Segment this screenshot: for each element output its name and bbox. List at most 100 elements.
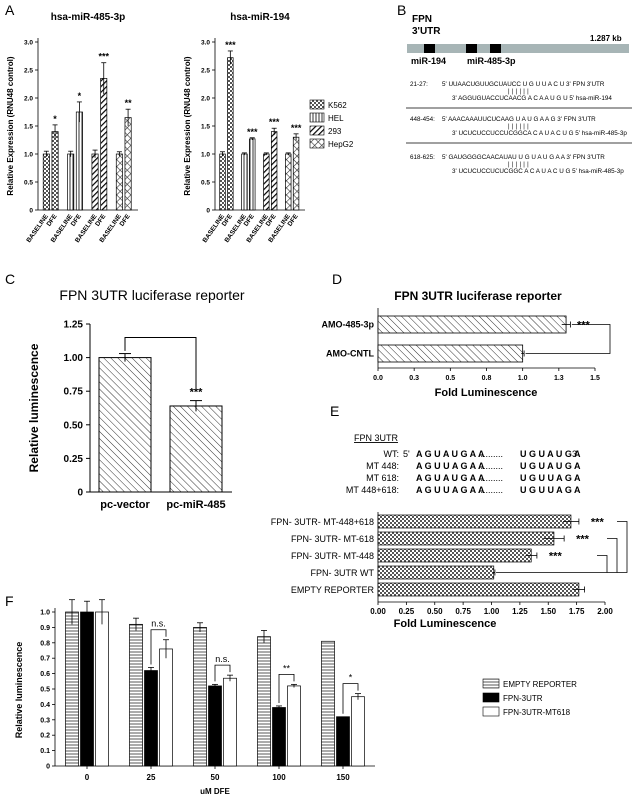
x-tick-label: DFE [94,213,108,228]
legend-f-label: FPN-3UTR-MT618 [503,708,571,717]
bar [95,611,109,767]
significance-label: *** [98,52,109,62]
x-tick-label: 100 [272,773,286,782]
y-tick-label: 0.75 [64,387,84,398]
utr-size: 1.287 kb [590,34,622,43]
x-tick-label: 0.5 [445,375,455,382]
y-tick-label: 1.00 [64,353,84,364]
y-tick-label: 3.0 [24,40,33,47]
chart-title: hsa-miR-194 [230,12,290,23]
x-tick-label: DFE [119,213,133,228]
comparison-bracket [150,629,167,665]
bar [51,131,59,211]
x-tick-label: 150 [336,773,350,782]
y-tick-label: 0.2 [40,733,50,740]
site-194 [424,44,435,53]
pairing-ticks: | | | | | | [508,162,529,168]
comparison-bracket [496,521,628,573]
y-axis-label: Relative luminescence [14,642,24,739]
bar [42,153,50,211]
bar [98,357,152,493]
y-tick-label: AMO-CNTL [326,349,374,359]
seq-prefix: 5' [403,449,410,459]
site-position: 21-27: [410,81,428,88]
bar [241,153,248,211]
seq-site-448: A G U U A G A A [416,485,485,495]
site-485-a [466,44,477,53]
y-tick-label: 0 [46,764,50,771]
y-tick-label: 2.0 [201,96,210,103]
legend-a-label: HepG2 [328,140,354,149]
bar [249,138,256,211]
chart-dfe-dose: 0 0.1 0.2 0.3 0.4 0.5 0.6 0.7 0.8 0.9 1.0 Relative … [14,599,375,796]
y-tick-label: 3.0 [201,40,210,47]
seq-gap: .......... [478,485,503,495]
significance-label: *** [591,517,605,529]
pairing-ticks: | | | | | | [508,89,529,95]
comparison-bracket [607,538,618,573]
y-tick-label: 1.25 [64,320,84,331]
bar [321,640,335,767]
comparison-bracket [597,555,608,573]
seq-site-448: A G U A U G A A [416,473,485,483]
pairing-ticks: | | | | | | [508,124,529,130]
x-tick-label: 25 [147,773,156,782]
significance-label: *** [190,387,204,399]
x-tick-label: 1.25 [512,607,528,616]
y-tick-label: FPN- 3UTR- MT-448+618 [271,517,374,527]
bar [270,131,278,211]
label-mir485: miR-485-3p [467,56,516,66]
bar [223,677,237,767]
chart-title: FPN 3UTR luciferase reporter [394,289,562,303]
bar [257,636,271,767]
x-tick-label: 2.00 [597,607,613,616]
significance-label: ** [283,663,291,673]
bar [377,344,524,363]
mirna-sequence: 3' UCUCUCCUCCUCGGCA C A U A C U G 5' hsa… [452,130,627,137]
x-tick-label: 0.3 [409,375,419,382]
significance-label: *** [576,534,590,546]
bar [65,611,79,767]
bar [351,696,365,767]
bar [219,153,226,211]
x-tick-label: 0.8 [482,375,492,382]
bar [80,611,94,767]
utr-sequence: 5' GAUGGGGCAACAUAU U G U A U G A A 3' FP… [442,154,605,161]
seq-header: FPN 3UTR [354,433,399,443]
bar [336,716,350,767]
bar [292,136,300,211]
utr-sequence: 5' UUAACUGUUGCUAUCC U G U U A C U 3' FPN… [442,81,605,88]
mirna-sequence: 3' UCUCUCCUCUCGGC A C A U A C U G 5' hsa… [452,168,624,175]
utr-bar [407,44,629,53]
bar [377,531,555,546]
x-tick-label: 0.75 [455,607,471,616]
x-tick-label: 1.50 [540,607,556,616]
bar [193,627,207,767]
seq-site-448: A G U A U G A A [416,449,485,459]
comparison-bracket [214,664,231,682]
seq-site-448: A G U U A G A A [416,461,485,471]
legend-f-label: EMPTY REPORTER [503,680,577,689]
bar [377,315,567,334]
y-tick-label: 0 [29,208,33,215]
bar [377,548,532,563]
utr-sequence: 5' AAACAAAUUCUCAAG U A U G A A G 3' FPN … [442,116,596,123]
y-axis-label: Relative Expression (RNU48 control) [6,56,15,195]
y-tick-label: 1.0 [40,610,50,617]
x-tick-label: 1.0 [518,375,528,382]
y-tick-label: 0.50 [64,420,84,431]
bar [208,685,222,767]
y-tick-label: 0.5 [24,180,33,187]
x-tick-label: 1.3 [554,375,564,382]
x-tick-label: 0.25 [399,607,415,616]
legend-f: EMPTY REPORTER FPN-3UTR FPN-3UTR-MT618 [482,678,577,717]
label-mir194: miR-194 [411,56,446,66]
utr-schematic: FPN 3'UTR 1.287 kb miR-194 miR-485-3p [407,14,629,66]
seq-site-618: U G U U A G A [520,473,581,483]
significance-label: ** [125,98,133,108]
x-tick-label: 1.00 [484,607,500,616]
y-tick-label: 0 [206,208,210,215]
y-tick-label: 0.5 [40,687,50,694]
bar [91,153,99,211]
x-tick-label: 1.75 [569,607,585,616]
